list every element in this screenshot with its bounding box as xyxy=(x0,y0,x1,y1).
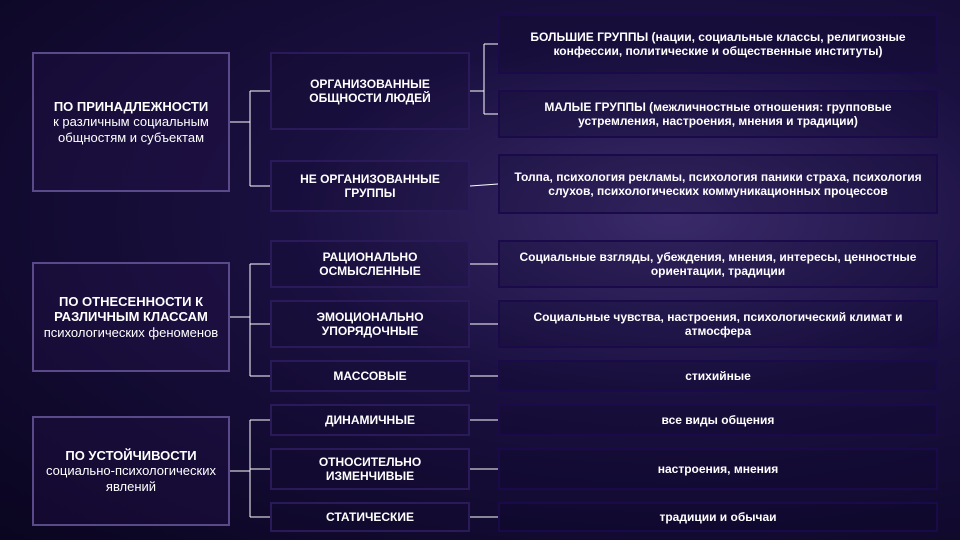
right-box-9: традиции и обычаи xyxy=(498,502,938,532)
right-box-7: все виды общения xyxy=(498,404,938,436)
right-text: МАЛЫЕ ГРУППЫ (межличностные отношения: г… xyxy=(506,100,930,129)
right-text: Толпа, психология рекламы, психология па… xyxy=(506,170,930,199)
left-category-2: ПО ОТНЕСЕННОСТИ К РАЗЛИЧНЫМ КЛАССАМпсихо… xyxy=(32,262,230,372)
mid-box-4: ЭМОЦИОНАЛЬНО УПОРЯДОЧНЫЕ xyxy=(270,300,470,348)
mid-box-8: СТАТИЧЕСКИЕ xyxy=(270,502,470,532)
mid-text: МАССОВЫЕ xyxy=(333,369,406,383)
mid-text: ДИНАМИЧНЫЕ xyxy=(325,413,415,427)
mid-text: ЭМОЦИОНАЛЬНО УПОРЯДОЧНЫЕ xyxy=(278,310,462,339)
mid-text: РАЦИОНАЛЬНО ОСМЫСЛЕННЫЕ xyxy=(278,250,462,279)
right-box-5: Социальные чувства, настроения, психолог… xyxy=(498,300,938,348)
mid-text: НЕ ОРГАНИЗОВАННЫЕ ГРУППЫ xyxy=(278,172,462,201)
right-text: Социальные чувства, настроения, психолог… xyxy=(506,310,930,339)
left-sub: к различным социальным общностям и субъе… xyxy=(40,114,222,145)
right-text: все виды общения xyxy=(662,413,775,427)
mid-box-1: ОРГАНИЗОВАННЫЕ ОБЩНОСТИ ЛЮДЕЙ xyxy=(270,52,470,130)
left-title: ПО ОТНЕСЕННОСТИ К РАЗЛИЧНЫМ КЛАССАМ xyxy=(40,294,222,325)
left-sub: психологических феноменов xyxy=(40,325,222,341)
right-box-2: МАЛЫЕ ГРУППЫ (межличностные отношения: г… xyxy=(498,90,938,138)
left-category-3: ПО УСТОЙЧИВОСТИсоциально-психологических… xyxy=(32,416,230,526)
right-box-4: Социальные взгляды, убеждения, мнения, и… xyxy=(498,240,938,288)
right-text: настроения, мнения xyxy=(658,462,779,476)
right-box-3: Толпа, психология рекламы, психология па… xyxy=(498,154,938,214)
right-box-1: БОЛЬШИЕ ГРУППЫ (нации, социальные классы… xyxy=(498,14,938,74)
right-box-8: настроения, мнения xyxy=(498,448,938,490)
mid-box-5: МАССОВЫЕ xyxy=(270,360,470,392)
right-text: традиции и обычаи xyxy=(659,510,776,524)
left-title: ПО ПРИНАДЛЕЖНОСТИ xyxy=(40,99,222,115)
left-title: ПО УСТОЙЧИВОСТИ xyxy=(40,448,222,464)
right-text: Социальные взгляды, убеждения, мнения, и… xyxy=(506,250,930,279)
mid-box-6: ДИНАМИЧНЫЕ xyxy=(270,404,470,436)
mid-text: ОРГАНИЗОВАННЫЕ ОБЩНОСТИ ЛЮДЕЙ xyxy=(278,77,462,106)
mid-box-7: ОТНОСИТЕЛЬНО ИЗМЕНЧИВЫЕ xyxy=(270,448,470,490)
right-box-6: стихийные xyxy=(498,360,938,392)
mid-text: СТАТИЧЕСКИЕ xyxy=(326,510,414,524)
right-text: БОЛЬШИЕ ГРУППЫ (нации, социальные классы… xyxy=(506,30,930,59)
left-sub: социально-психологических явлений xyxy=(40,463,222,494)
mid-text: ОТНОСИТЕЛЬНО ИЗМЕНЧИВЫЕ xyxy=(278,455,462,484)
mid-box-3: РАЦИОНАЛЬНО ОСМЫСЛЕННЫЕ xyxy=(270,240,470,288)
right-text: стихийные xyxy=(685,369,751,383)
left-category-1: ПО ПРИНАДЛЕЖНОСТИк различным социальным … xyxy=(32,52,230,192)
mid-box-2: НЕ ОРГАНИЗОВАННЫЕ ГРУППЫ xyxy=(270,160,470,212)
